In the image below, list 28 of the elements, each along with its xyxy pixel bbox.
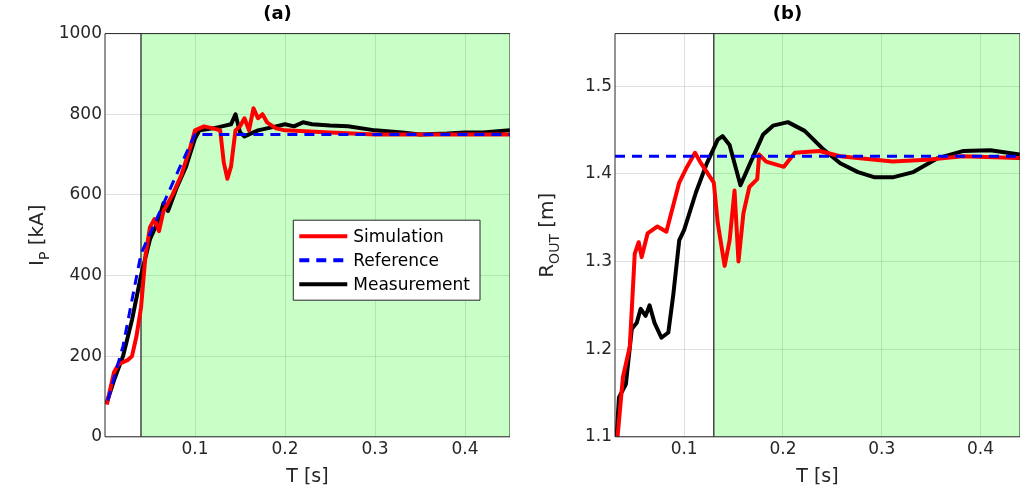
legend-label: Reference: [353, 249, 439, 270]
x-tick-label: 0.1: [181, 438, 209, 459]
x-tick-label: 0.4: [966, 438, 995, 459]
x-axis-title: T [s]: [795, 463, 839, 486]
chart-title: (a): [263, 2, 292, 24]
x-tick-label: 0.3: [868, 438, 896, 459]
y-tick-label: 1000: [58, 22, 102, 43]
y-axis-title: IP [kA]: [24, 204, 52, 266]
x-axis-title: T [s]: [285, 463, 329, 486]
y-tick-label: 1.3: [584, 249, 612, 270]
x-tick-label: 0.3: [361, 438, 389, 459]
y-tick-label: 1.5: [584, 74, 612, 95]
y-tick-label: 1.2: [584, 337, 612, 358]
legend-label: Measurement: [353, 273, 471, 294]
x-tick-label: 0.1: [670, 438, 698, 459]
y-tick-label: 1.1: [584, 425, 612, 446]
y-tick-label: 800: [69, 102, 102, 123]
x-tick-label: 0.2: [271, 438, 299, 459]
y-tick-label: 400: [69, 263, 102, 284]
y-tick-label: 600: [69, 183, 102, 204]
chart-title: (b): [772, 2, 803, 24]
y-axis-title: ROUT [m]: [534, 192, 562, 278]
x-tick-label: 0.2: [769, 438, 797, 459]
legend-label: Simulation: [353, 225, 444, 246]
y-tick-label: 1.4: [584, 162, 612, 183]
y-tick-label: 0: [91, 425, 102, 446]
y-tick-label: 200: [69, 344, 102, 365]
x-tick-label: 0.4: [451, 438, 479, 459]
